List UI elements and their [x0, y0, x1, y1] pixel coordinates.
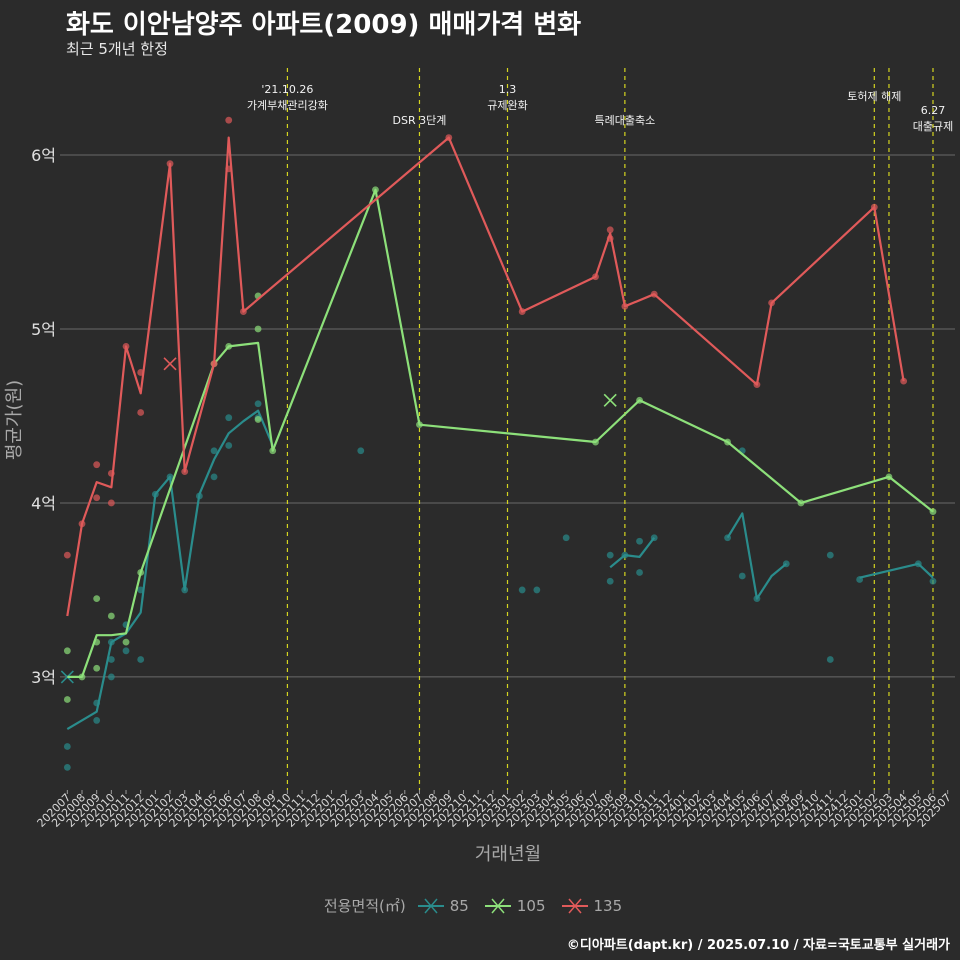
- data-point-85: [562, 534, 570, 542]
- y-tick-label: 4억: [31, 494, 56, 513]
- y-tick-label: 3억: [31, 668, 56, 687]
- event-label: 토허제 해제: [847, 89, 901, 103]
- cancelled-stroke: [163, 357, 177, 371]
- data-point-85: [63, 763, 71, 771]
- data-point-85: [826, 656, 834, 663]
- data-point-85: [225, 414, 233, 422]
- data-point-105: [93, 595, 101, 603]
- data-point-85: [254, 400, 262, 408]
- data-point-85: [107, 673, 115, 681]
- series-135: [63, 116, 908, 617]
- data-point-85: [210, 447, 218, 455]
- event-label: DSR 3단계: [393, 114, 447, 127]
- data-point-105: [254, 416, 262, 423]
- legend-item-135: 135: [560, 896, 623, 916]
- legend: 전용면적(㎡) 85 105 135: [0, 895, 960, 916]
- data-point-135: [63, 551, 71, 559]
- data-point-85: [93, 717, 101, 724]
- data-point-85: [738, 572, 746, 580]
- data-point-85: [636, 537, 643, 545]
- data-point-85: [210, 473, 218, 481]
- chart-title: 화도 이안남양주 아파트(2009) 매매가격 변화: [66, 10, 582, 40]
- legend-label-105: 105: [516, 896, 546, 915]
- event-label: 대출규제: [913, 120, 953, 133]
- y-tick-label: 5억: [31, 320, 56, 339]
- cancelled-marker-105: [603, 393, 617, 407]
- event-label: 규제완화: [487, 99, 527, 112]
- event-label: 1.3: [499, 83, 517, 96]
- legend-key-105: [484, 898, 511, 913]
- data-point-85: [929, 577, 937, 585]
- series-line-135: [66, 136, 905, 617]
- data-point-105: [63, 696, 71, 703]
- data-point-85: [606, 577, 614, 585]
- series-layer: [60, 116, 937, 771]
- data-point-105: [63, 647, 71, 655]
- legend-label-85: 85: [449, 896, 469, 915]
- x-axis-title: 거래년월: [475, 844, 541, 865]
- data-point-85: [826, 551, 834, 559]
- data-point-85: [107, 656, 115, 663]
- source-caption: ©디아파트(dapt.kr) / 2025.07.10 / 자료=국토교통부 실…: [566, 938, 950, 953]
- data-point-135: [93, 494, 101, 502]
- data-point-85: [636, 569, 643, 576]
- data-point-135: [137, 409, 145, 416]
- cancelled-marker-135: [163, 357, 177, 371]
- chart-subtitle: 최근 5개년 한정: [66, 40, 168, 58]
- series-85: [60, 400, 937, 771]
- data-point-105: [107, 612, 115, 620]
- legend-title: 전용면적(㎡): [323, 897, 406, 915]
- cancelled-stroke: [603, 393, 617, 407]
- legend-key-135: [561, 898, 588, 913]
- data-point-135: [606, 226, 614, 234]
- data-point-135: [107, 499, 115, 507]
- data-point-135: [225, 116, 233, 124]
- data-point-85: [518, 586, 526, 594]
- data-point-85: [606, 551, 614, 559]
- event-label: 가계부채관리강화: [247, 99, 328, 112]
- event-label: '21.10.26: [261, 83, 313, 96]
- legend-label-135: 135: [593, 896, 623, 915]
- series-line-85: [66, 409, 274, 731]
- data-point-85: [357, 447, 365, 455]
- data-point-85: [533, 586, 541, 594]
- legend-key-85: [417, 898, 444, 913]
- data-point-85: [63, 743, 71, 750]
- data-point-105: [122, 638, 130, 646]
- y-axis-title: 평균가(원): [4, 380, 25, 460]
- y-tick-label: 6억: [31, 146, 56, 165]
- event-label: 특례대출축소: [595, 114, 656, 127]
- legend-item-85: 85: [416, 896, 469, 916]
- legend-item-105: 105: [483, 896, 546, 916]
- event-label: 6.27: [921, 104, 946, 117]
- series-line-105: [67, 188, 934, 678]
- data-point-85: [122, 647, 130, 655]
- series-105: [63, 186, 937, 703]
- data-point-85: [225, 442, 233, 449]
- data-point-85: [137, 656, 145, 663]
- data-point-135: [93, 461, 101, 469]
- series-line-85: [609, 537, 656, 569]
- series-line-85: [726, 512, 788, 600]
- series-line-85: [859, 562, 934, 579]
- data-point-105: [93, 664, 101, 672]
- data-point-105: [254, 325, 262, 333]
